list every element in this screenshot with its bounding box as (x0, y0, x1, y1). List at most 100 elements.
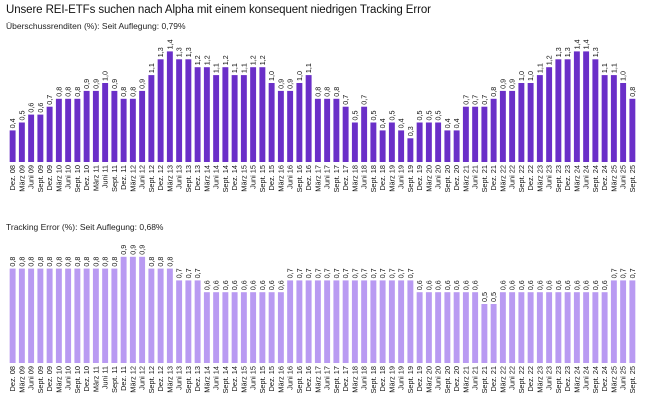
excess-value-label: 0,7 (480, 95, 489, 105)
excess-x-tick-label: Sept. 22 (517, 165, 526, 193)
excess-bar (370, 122, 377, 162)
te-value-label: 0,7 (369, 268, 378, 278)
excess-x-tick-label: März 14 (202, 165, 211, 192)
te-bar (324, 280, 331, 363)
excess-value-label: 0,8 (313, 87, 322, 97)
excess-bar (518, 83, 525, 162)
te-x-tick-label: Juni 12 (138, 366, 147, 390)
excess-bar (564, 59, 571, 162)
excess-value-label: 1,2 (202, 55, 211, 65)
te-value-label: 0,6 (443, 280, 452, 290)
te-bar (610, 280, 617, 363)
excess-x-tick-label: Juni 23 (545, 165, 554, 189)
excess-x-tick-label: März 12 (128, 165, 137, 192)
te-value-label: 0,6 (563, 280, 572, 290)
excess-x-tick-label: Sept. 25 (628, 165, 637, 193)
te-x-tick-label: März 11 (91, 366, 100, 392)
te-bar (55, 268, 62, 363)
excess-bar (37, 114, 44, 162)
excess-x-tick-label: Dez. 08 (8, 165, 17, 190)
excess-value-label: 0,9 (82, 79, 91, 89)
te-value-label: 0,7 (313, 268, 322, 278)
te-x-tick-label: März 10 (54, 366, 63, 393)
te-value-label: 0,7 (304, 268, 313, 278)
te-bar (518, 292, 525, 363)
excess-bar (166, 51, 173, 162)
excess-bar (481, 106, 488, 162)
excess-value-label: 1,1 (239, 63, 248, 73)
te-bar (28, 268, 35, 363)
excess-x-tick-label: Dez. 16 (304, 165, 313, 190)
te-bar (555, 292, 562, 363)
excess-bar (213, 75, 220, 162)
te-bar (398, 280, 405, 363)
excess-value-label: 0,8 (489, 87, 498, 97)
excess-value-label: 1,4 (572, 39, 581, 49)
te-bar (111, 268, 118, 363)
te-value-label: 0,7 (609, 268, 618, 278)
te-x-tick-label: Sept. 21 (480, 366, 489, 394)
excess-x-tick-label: Dez. 23 (563, 165, 572, 190)
excess-value-label: 1,0 (295, 71, 304, 81)
excess-value-label: 1,3 (184, 47, 193, 57)
excess-x-tick-label: Sept. 13 (184, 165, 193, 193)
excess-bar (555, 59, 562, 162)
excess-value-label: 1,4 (165, 39, 174, 49)
te-bar (166, 268, 173, 363)
te-x-tick-label: März 09 (17, 366, 26, 393)
excess-bar (453, 130, 460, 162)
excess-x-tick-label: Juni 10 (64, 165, 73, 189)
te-value-label: 0,6 (452, 280, 461, 290)
excess-bar (28, 114, 35, 162)
te-value-label: 0,6 (267, 280, 276, 290)
te-x-tick-label: Sept. 24 (591, 366, 600, 394)
te-x-tick-label: März 14 (202, 366, 211, 393)
excess-x-tick-label: Juni 18 (360, 165, 369, 189)
excess-x-tick-label: März 09 (17, 165, 26, 192)
te-value-label: 0,7 (378, 268, 387, 278)
excess-value-label: 1,2 (221, 55, 230, 65)
te-bar (499, 292, 506, 363)
excess-value-label: 0,8 (323, 87, 332, 97)
excess-value-label: 1,0 (101, 71, 110, 81)
excess-value-label: 0,4 (378, 118, 387, 128)
te-x-tick-label: Dez. 24 (600, 366, 609, 391)
te-x-tick-label: März 12 (128, 366, 137, 393)
excess-returns-bar-chart: 0,4 Dez. 08 0,5 März 09 0,6 Juni 09 0,6 Sept. 0… (8, 39, 637, 192)
excess-x-tick-label: Juni 15 (249, 165, 258, 189)
te-x-tick-label: März 17 (313, 366, 322, 393)
te-bar (601, 292, 608, 363)
excess-bar (194, 67, 201, 162)
excess-bar (509, 90, 516, 162)
excess-value-label: 1,0 (517, 71, 526, 81)
te-value-label: 0,8 (73, 257, 82, 267)
te-x-tick-label: März 25 (609, 366, 618, 393)
excess-x-tick-label: März 25 (609, 165, 618, 192)
excess-bar (425, 122, 432, 162)
excess-value-label: 0,5 (434, 111, 443, 121)
te-x-tick-label: Dez. 13 (193, 366, 202, 391)
excess-value-label: 0,8 (119, 87, 128, 97)
excess-x-tick-label: Dez. 13 (193, 165, 202, 190)
excess-x-tick-label: Dez. 22 (526, 165, 535, 190)
te-value-label: 0,6 (415, 280, 424, 290)
excess-x-tick-label: März 16 (276, 165, 285, 192)
te-x-tick-label: Dez. 18 (378, 366, 387, 391)
excess-bar (629, 98, 636, 162)
te-bar (509, 292, 516, 363)
excess-x-tick-label: Juni 14 (212, 165, 221, 189)
te-value-label: 0,7 (323, 268, 332, 278)
te-x-tick-label: Sept. 17 (332, 366, 341, 394)
te-value-label: 0,6 (591, 280, 600, 290)
excess-x-tick-label: Sept. 23 (554, 165, 563, 193)
excess-x-tick-label: Juni 17 (323, 165, 332, 189)
te-x-tick-label: März 22 (498, 366, 507, 393)
excess-value-label: 1,0 (267, 71, 276, 81)
excess-value-label: 1,1 (535, 63, 544, 73)
excess-x-tick-label: Dez. 15 (267, 165, 276, 190)
te-x-tick-label: Dez. 21 (489, 366, 498, 391)
te-bar (314, 280, 321, 363)
te-x-tick-label: Dez. 15 (267, 366, 276, 391)
excess-x-tick-label: Juni 19 (397, 165, 406, 189)
excess-returns-subtitle: Überschussrenditen (%): Seit Auflegung: … (6, 21, 186, 31)
